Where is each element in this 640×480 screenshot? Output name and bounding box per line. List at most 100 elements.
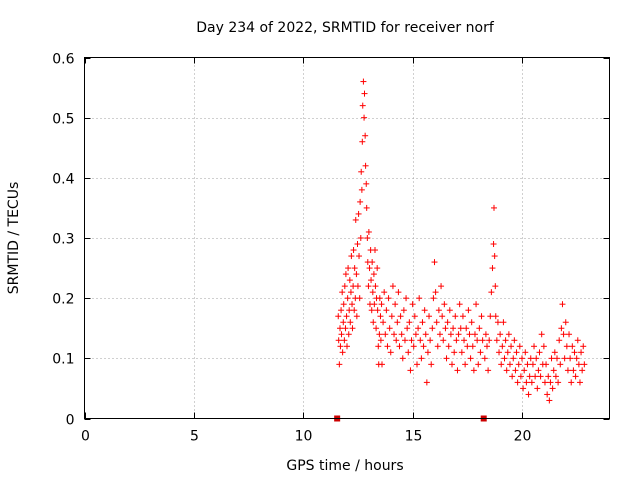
data-point [415,325,422,332]
data-point [440,337,447,344]
data-point [528,379,535,386]
data-point [414,361,420,368]
data-point [421,307,428,314]
data-point [487,313,494,320]
data-point [535,367,542,374]
data-point [420,343,427,350]
data-point [531,343,538,350]
data-point [362,132,369,139]
data-point [363,204,370,211]
data-point [564,367,571,374]
data-point [424,349,431,356]
data-point [446,307,453,314]
data-point [525,391,532,398]
data-point [347,289,354,296]
y-tick-label: 0.4 [52,172,74,188]
data-point [335,313,342,320]
data-point [451,349,458,356]
data-point [477,349,484,356]
data-point [393,337,400,344]
data-point [563,343,570,350]
data-point [419,319,426,326]
data-point [490,241,497,248]
data-point [506,361,513,368]
data-point [447,331,454,338]
data-point [532,373,539,380]
data-point [484,343,490,350]
data-point [576,379,583,386]
data-point [349,325,356,332]
data-point [339,289,346,296]
data-point [502,337,509,344]
data-point [360,78,367,85]
data-point [339,349,346,356]
data-point [351,265,358,272]
data-point [458,349,465,356]
y-tick-label: 0.1 [52,352,74,368]
data-point [354,241,361,248]
data-point [335,337,342,344]
data-point [409,301,416,308]
data-point [371,301,378,308]
data-point [380,319,387,326]
data-point [540,343,547,350]
data-point [509,373,516,380]
data-point [575,361,582,368]
data-point [561,355,568,362]
data-point [479,337,486,344]
data-point [552,373,559,380]
data-point [538,331,545,338]
data-point [517,373,524,380]
data-point [452,313,459,320]
data-point [374,307,381,314]
data-point [428,361,435,368]
data-point [492,313,499,320]
data-point [568,379,575,386]
data-point [533,355,540,362]
data-point [337,343,344,350]
data-point [462,361,469,368]
data-point [554,355,560,362]
data-point [499,343,506,350]
data-point [571,349,578,356]
data-point [423,379,430,386]
data-point [357,235,364,241]
data-point [503,367,510,374]
data-point [341,283,348,290]
data-point [377,313,384,320]
data-point [467,355,474,362]
data-point [347,319,354,326]
data-point [357,198,364,205]
data-point [527,355,534,362]
data-point [537,373,544,380]
data-point [439,313,446,320]
data-point [348,253,355,260]
data-point [345,265,352,272]
data-point [566,331,573,338]
data-point [514,379,521,386]
data-point [382,331,389,338]
data-point [365,283,372,290]
data-point [383,307,390,314]
data-point [574,337,581,344]
data-point [346,277,353,284]
data-point [400,307,407,314]
y-tick-label: 0.2 [52,292,74,308]
data-point [369,259,376,266]
data-point [567,355,574,362]
data-point [353,271,360,278]
data-point [349,301,356,308]
data-point [473,301,480,308]
data-point [505,331,512,338]
data-point [377,337,384,344]
data-point [359,138,366,145]
x-tick-label: 20 [514,429,532,445]
data-point [346,307,353,314]
data-point [500,319,507,326]
data-point [369,289,376,296]
data-point [513,349,520,356]
data-point [417,337,424,344]
data-point [431,259,438,266]
data-point [510,355,517,362]
data-point [366,265,373,272]
